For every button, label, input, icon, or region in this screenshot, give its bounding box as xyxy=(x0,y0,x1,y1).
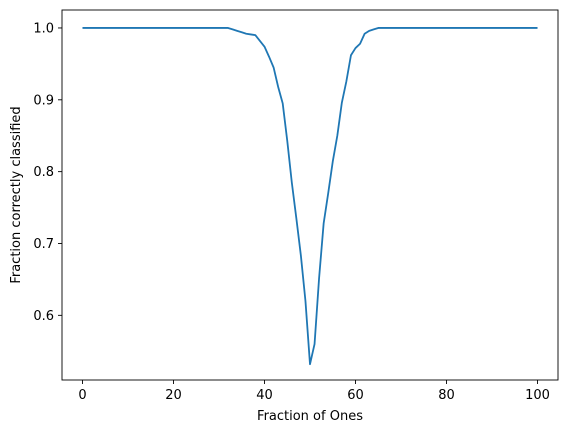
y-tick-label: 0.8 xyxy=(33,165,54,180)
x-tick-label: 40 xyxy=(256,388,273,403)
y-tick-label: 0.7 xyxy=(33,237,54,252)
x-axis-ticks: 0 20 40 60 80 100 xyxy=(78,380,550,403)
y-axis-ticks: 0.6 0.7 0.8 0.9 1.0 xyxy=(33,21,62,324)
series-line-0 xyxy=(82,27,538,366)
y-axis-label: Fraction correctly classified xyxy=(9,106,24,283)
y-tick-label: 0.6 xyxy=(33,309,54,324)
axes-frame xyxy=(61,9,559,381)
y-tick-label: 0.9 xyxy=(33,93,54,108)
y-tick-label: 1.0 xyxy=(33,21,54,36)
x-tick-label: 0 xyxy=(78,388,86,403)
x-tick-label: 60 xyxy=(347,388,364,403)
x-tick-label: 20 xyxy=(165,388,182,403)
plot-area xyxy=(82,27,538,366)
x-tick-label: 80 xyxy=(438,388,455,403)
x-tick-label: 100 xyxy=(525,388,550,403)
x-axis-label: Fraction of Ones xyxy=(257,409,363,424)
